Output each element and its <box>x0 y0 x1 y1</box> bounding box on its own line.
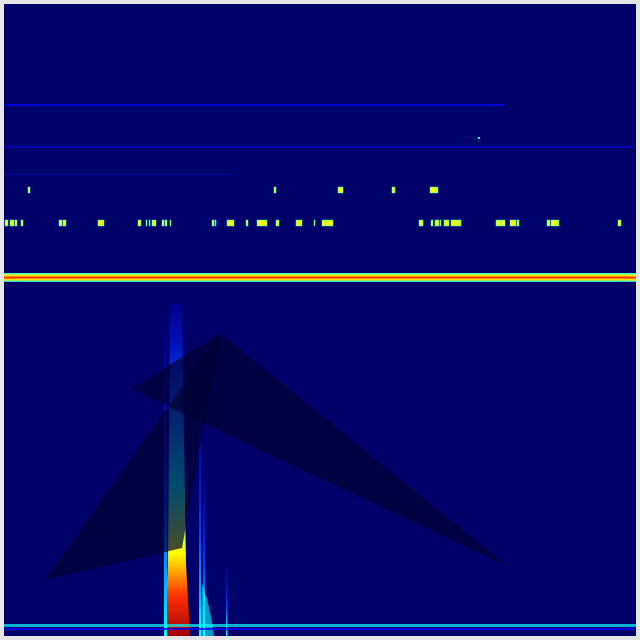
blip <box>325 219 334 227</box>
blip <box>439 219 442 227</box>
spot <box>478 137 480 139</box>
vertical-streak <box>226 559 228 636</box>
blip <box>214 219 217 227</box>
blip <box>145 219 148 227</box>
blip <box>226 219 235 227</box>
blip <box>509 219 517 227</box>
strong-band <box>4 273 636 282</box>
horizontal-line <box>4 146 636 148</box>
blip <box>550 219 559 227</box>
blip <box>617 219 622 227</box>
blip <box>443 219 450 227</box>
blip <box>151 219 157 227</box>
blip <box>434 219 440 227</box>
blip <box>137 219 142 227</box>
blip <box>211 219 215 227</box>
blip <box>430 219 434 227</box>
overlay-triangle <box>131 333 508 567</box>
streak-tail <box>200 584 214 636</box>
blip <box>58 219 63 227</box>
blip <box>256 219 268 227</box>
blip <box>275 219 280 227</box>
horizontal-line <box>4 104 504 106</box>
blip <box>4 219 9 227</box>
blip <box>321 219 327 227</box>
blip <box>429 186 437 194</box>
blip <box>97 219 105 227</box>
blip <box>313 219 316 227</box>
blip <box>14 219 18 227</box>
bottom-noise-line <box>4 628 636 630</box>
horizontal-line <box>4 174 234 175</box>
blip <box>20 219 24 227</box>
blip <box>169 219 172 227</box>
vertical-streak <box>203 464 205 636</box>
spectrogram-image <box>4 4 636 636</box>
blip <box>500 219 506 227</box>
blip <box>295 219 303 227</box>
blip <box>148 219 151 227</box>
blip <box>435 186 439 194</box>
blip <box>273 186 277 194</box>
blip <box>391 186 396 194</box>
blip <box>62 219 67 227</box>
blip <box>458 219 462 227</box>
blip <box>516 219 520 227</box>
vertical-streak <box>199 384 201 636</box>
blip <box>161 219 165 227</box>
blip <box>27 186 31 194</box>
blip <box>9 219 15 227</box>
blip <box>337 186 344 194</box>
blip <box>164 219 168 227</box>
blip <box>557 219 560 227</box>
blip <box>546 219 551 227</box>
bottom-noise-line <box>4 624 636 627</box>
blip <box>495 219 502 227</box>
blip <box>245 219 249 227</box>
spectrogram-canvas <box>4 4 636 636</box>
blip <box>418 219 424 227</box>
